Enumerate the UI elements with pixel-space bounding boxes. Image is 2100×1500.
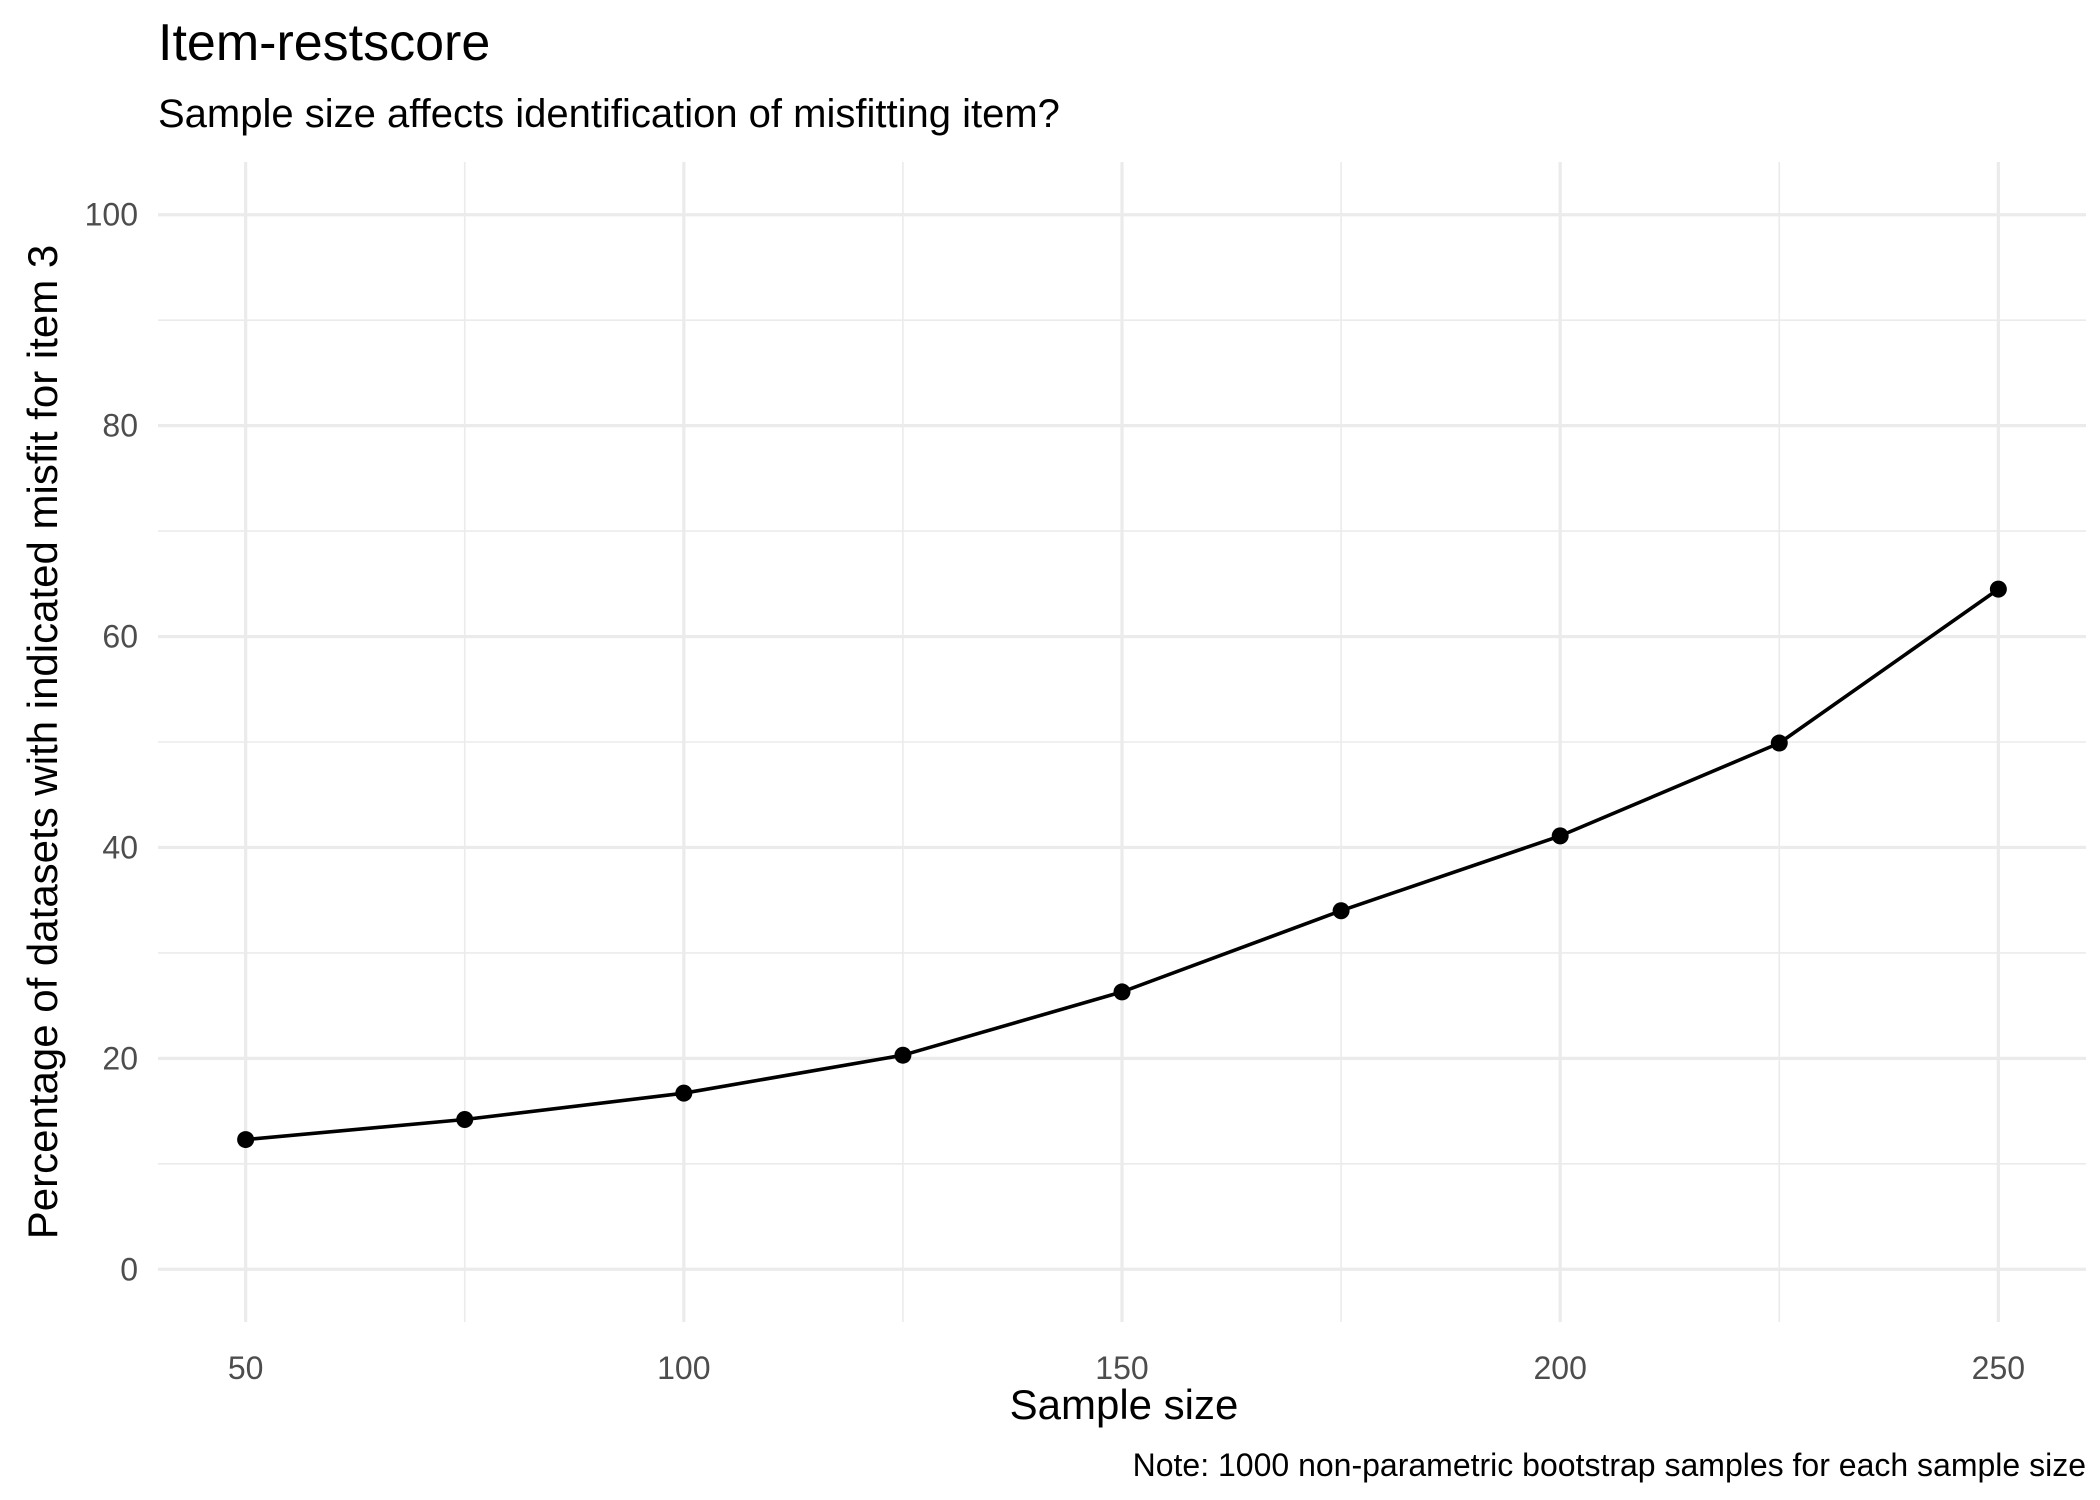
- data-point: [1770, 734, 1788, 752]
- x-tick-label: 250: [1972, 1350, 2025, 1386]
- x-axis-tick-labels: 50 100 150 200 250: [228, 1350, 2025, 1386]
- data-point: [1113, 983, 1131, 1001]
- y-axis-tick-labels: 0 20 40 60 80 100: [85, 197, 138, 1288]
- y-tick-label: 100: [85, 197, 138, 233]
- chart-caption: Note: 1000 non-parametric bootstrap samp…: [1133, 1447, 2086, 1483]
- y-tick-label: 80: [102, 408, 138, 444]
- data-point: [1989, 580, 2007, 598]
- data-point: [1332, 902, 1350, 920]
- major-gridlines: [158, 162, 2086, 1322]
- data-point: [1551, 827, 1569, 845]
- data-series: [237, 580, 2007, 1149]
- x-axis-title: Sample size: [1010, 1381, 1239, 1428]
- x-tick-label: 100: [657, 1350, 710, 1386]
- y-tick-label: 0: [120, 1251, 138, 1287]
- data-point: [237, 1131, 255, 1149]
- chart-title: Item-restscore: [158, 14, 490, 72]
- data-point: [675, 1084, 693, 1102]
- y-tick-label: 40: [102, 829, 138, 865]
- y-axis-title: Percentage of datasets with indicated mi…: [19, 245, 66, 1240]
- x-tick-label: 50: [228, 1350, 264, 1386]
- data-point: [456, 1111, 474, 1129]
- chart-subtitle: Sample size affects identification of mi…: [158, 92, 1060, 136]
- y-tick-label: 20: [102, 1040, 138, 1076]
- y-tick-label: 60: [102, 619, 138, 655]
- x-tick-label: 200: [1533, 1350, 1586, 1386]
- x-tick-label: 150: [1095, 1350, 1148, 1386]
- data-point: [894, 1046, 912, 1064]
